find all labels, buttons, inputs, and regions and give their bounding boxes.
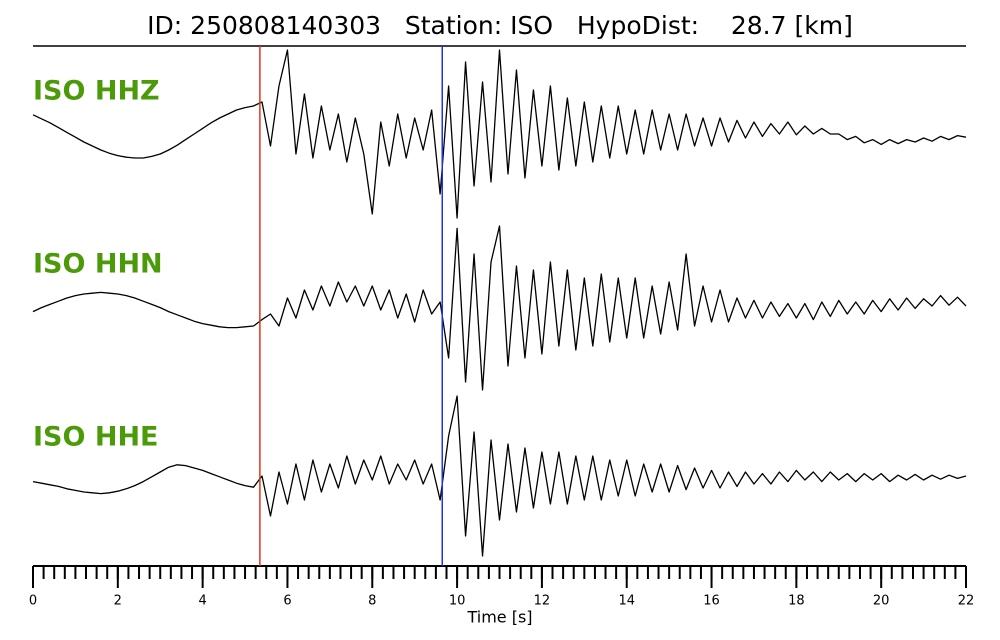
x-tick-label: 18 (788, 594, 805, 609)
x-tick-label: 8 (368, 594, 376, 609)
x-tick-label: 0 (29, 594, 37, 609)
waveform (32, 395, 967, 557)
trace-name: ISO HHE (33, 422, 158, 453)
waveform (32, 49, 967, 219)
x-tick-label: 2 (114, 594, 122, 609)
trace-name: ISO HHZ (33, 76, 160, 107)
x-tick-label: 4 (198, 594, 206, 609)
x-tick-label: 6 (283, 594, 291, 609)
trace-name: ISO HHN (33, 249, 163, 280)
x-axis-label: Time [s] (466, 608, 532, 627)
waveform (32, 225, 967, 391)
x-tick-label: 22 (958, 594, 975, 609)
chart-title: ID: 250808140303 Station: ISO HypoDist: … (147, 11, 853, 40)
x-tick-label: 14 (618, 594, 635, 609)
x-tick-label: 10 (449, 594, 466, 609)
x-tick-label: 16 (703, 594, 720, 609)
x-tick-label: 12 (534, 594, 551, 609)
x-tick-label: 20 (873, 594, 890, 609)
